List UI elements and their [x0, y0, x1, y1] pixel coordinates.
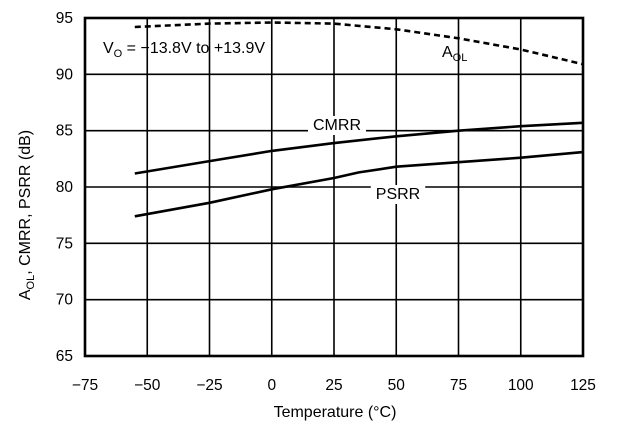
annotation-prefix: V	[103, 40, 114, 57]
y-tick-label: 80	[56, 179, 74, 196]
series-label-bg	[308, 116, 366, 135]
series-labels: AOL CMRR PSRR	[308, 44, 467, 204]
y-axis-label: AOL, CMRR, PSRR (dB)	[17, 130, 37, 300]
series-label-bg	[370, 185, 426, 204]
x-tick-label: −75	[72, 377, 98, 394]
x-tick-label: 50	[388, 377, 406, 394]
x-tick-label: 0	[267, 377, 276, 394]
y-axis-label-sub: OL	[25, 275, 37, 290]
x-axis-label: Temperature (°C)	[274, 404, 397, 421]
y-tick-labels: 65 70 75 80 85 90 95	[56, 10, 74, 365]
series-label-psrr: PSRR	[376, 186, 420, 203]
y-tick-label: 90	[56, 66, 74, 83]
series-line-a-ol	[134, 21, 584, 66]
x-tick-label: −50	[134, 377, 161, 394]
plot-frame	[83, 16, 585, 358]
y-tick-label: 85	[56, 123, 73, 140]
x-tick-label: 125	[570, 377, 596, 394]
y-axis-label-rest: , CMRR, PSRR (dB)	[17, 130, 34, 275]
grid	[85, 18, 583, 356]
y-tick-label: 95	[56, 10, 73, 27]
annotation-text: = −13.8V to +13.9V	[122, 40, 265, 57]
series-label-cmrr: CMRR	[313, 117, 361, 134]
x-tick-label: 100	[508, 377, 534, 394]
series-layer	[134, 21, 584, 218]
annotation: VO = −13.8V to +13.9V	[103, 40, 265, 60]
y-tick-label: 65	[56, 348, 73, 365]
y-tick-label: 75	[56, 235, 73, 252]
x-tick-label: 25	[325, 377, 342, 394]
x-tick-label: −25	[196, 377, 222, 394]
series-line-psrr	[134, 150, 584, 218]
y-axis-label-a: A	[17, 289, 34, 300]
series-label-a-ol: AOL	[442, 44, 467, 64]
series-line-cmrr	[134, 121, 584, 175]
x-tick-labels: −75 −50 −25 0 25 50 75 100 125	[72, 377, 596, 394]
x-tick-label: 75	[450, 377, 467, 394]
annotation-sub: O	[114, 48, 123, 60]
y-tick-label: 70	[56, 292, 74, 309]
